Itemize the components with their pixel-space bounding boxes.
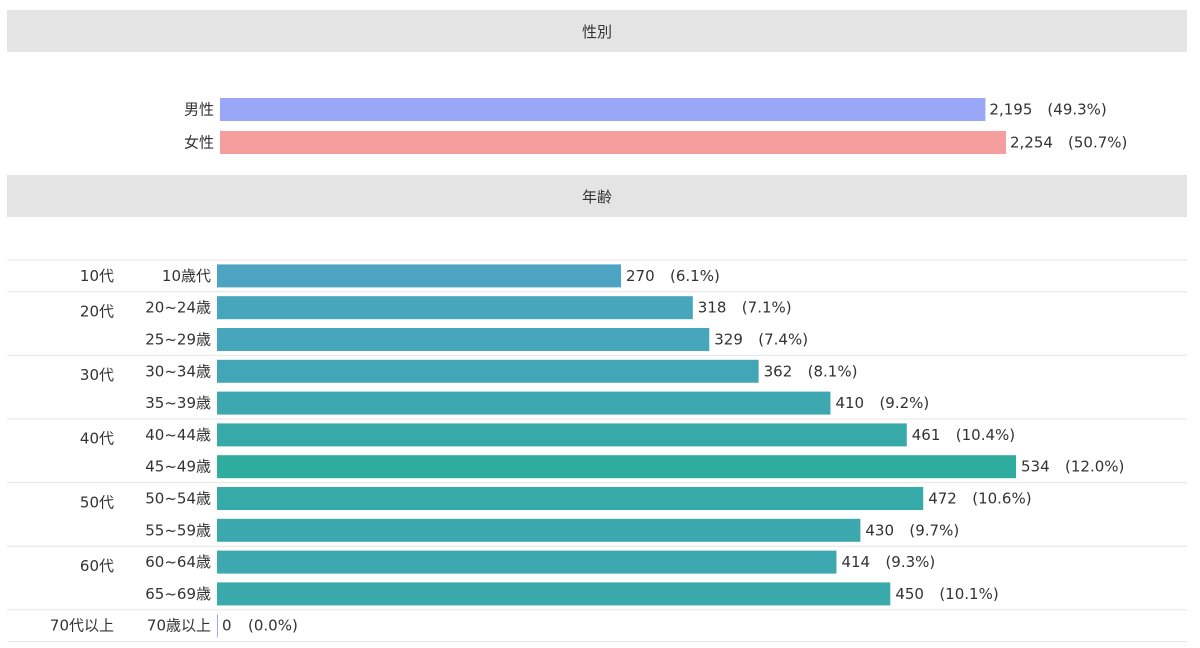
age-bar (217, 582, 891, 606)
age-group-label: 10代 (80, 267, 114, 285)
age-category-label: 60~64歳 (145, 553, 211, 571)
age-bar (217, 518, 861, 542)
age-value-label: 0 (222, 617, 232, 635)
age-value-label: 472 (928, 490, 957, 508)
age-bar (217, 359, 759, 383)
age-value-label: 318 (698, 299, 727, 317)
age-bar (217, 423, 907, 447)
age-category-label: 25~29歳 (145, 331, 211, 349)
gender-section-header: 性別 (7, 10, 1187, 52)
age-section-title: 年齢 (581, 187, 612, 206)
gender-percent-label: (49.3%) (1047, 101, 1106, 119)
age-percent-label: (9.3%) (885, 553, 935, 571)
age-percent-label: (10.4%) (956, 426, 1015, 444)
age-value-label: 534 (1021, 458, 1050, 476)
age-bar (217, 487, 924, 510)
age-category-label: 45~49歳 (145, 458, 211, 476)
age-bar (217, 296, 693, 320)
age-category-label: 30~34歳 (145, 362, 211, 380)
age-group-label: 60代 (80, 557, 114, 575)
gender-percent-label: (50.7%) (1068, 134, 1127, 152)
gender-category-label: 男性 (184, 101, 214, 119)
age-category-label: 40~44歳 (145, 426, 211, 444)
gender-value-label: 2,195 (989, 101, 1032, 119)
age-category-label: 70歳以上 (147, 617, 211, 635)
age-bar (217, 264, 621, 288)
age-category-label: 65~69歳 (145, 585, 211, 603)
age-percent-label: (10.6%) (972, 490, 1031, 508)
gender-bar (220, 98, 986, 121)
age-group-label: 30代 (80, 366, 114, 384)
age-group-label: 20代 (80, 303, 114, 321)
age-value-label: 461 (912, 426, 941, 444)
age-value-label: 410 (835, 394, 864, 412)
age-category-label: 20~24歳 (145, 299, 211, 317)
age-percent-label: (0.0%) (248, 617, 298, 635)
gender-bar (220, 131, 1006, 154)
age-group-label: 40代 (80, 430, 114, 448)
age-group-label: 50代 (80, 493, 114, 511)
age-percent-label: (9.7%) (909, 521, 959, 539)
age-percent-label: (9.2%) (879, 394, 929, 412)
age-value-label: 430 (865, 521, 894, 539)
age-percent-label: (12.0%) (1065, 458, 1124, 476)
gender-section-title: 性別 (581, 22, 612, 41)
age-value-label: 450 (895, 585, 924, 603)
age-value-label: 270 (626, 267, 655, 285)
age-category-label: 55~59歳 (145, 521, 211, 539)
age-percent-label: (10.1%) (939, 585, 998, 603)
age-bar (217, 391, 831, 415)
age-value-label: 414 (841, 553, 870, 571)
age-bar (217, 455, 1016, 479)
age-bar (217, 550, 837, 574)
age-percent-label: (6.1%) (670, 267, 720, 285)
age-bar (217, 614, 218, 638)
age-section-header: 年齢 (7, 175, 1187, 217)
age-value-label: 362 (764, 362, 793, 380)
gender-category-label: 女性 (184, 134, 214, 152)
age-group-label: 70代以上 (50, 617, 114, 635)
age-percent-label: (7.4%) (758, 331, 808, 349)
age-value-label: 329 (714, 331, 743, 349)
age-percent-label: (7.1%) (742, 299, 792, 317)
age-percent-label: (8.1%) (808, 362, 858, 380)
gender-value-label: 2,254 (1010, 134, 1053, 152)
age-category-label: 35~39歳 (145, 394, 211, 412)
age-bar (217, 328, 710, 351)
age-category-label: 50~54歳 (145, 490, 211, 508)
age-category-label: 10歳代 (162, 267, 211, 285)
